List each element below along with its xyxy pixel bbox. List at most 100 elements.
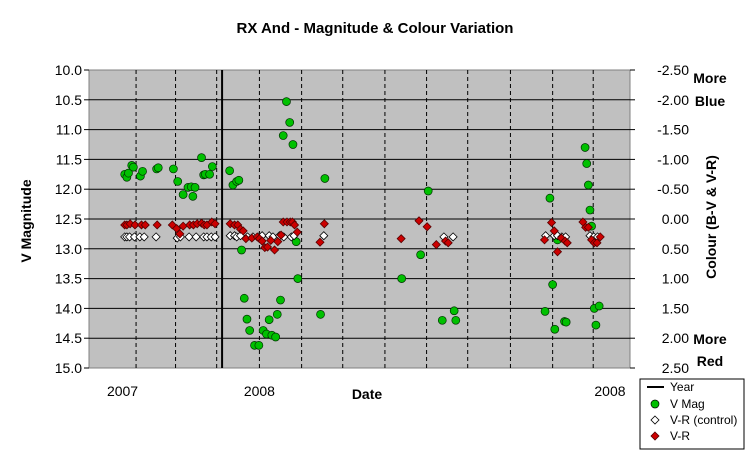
- v-r-point: [414, 216, 424, 226]
- v-r-point: [396, 234, 406, 244]
- v-r-point: [210, 219, 220, 229]
- v-r-point: [269, 245, 280, 255]
- y-tick-label: 10.0: [55, 62, 82, 78]
- v-r-point: [549, 226, 559, 236]
- x-tick-label: 2008: [594, 383, 625, 399]
- v-mag-point: [591, 320, 601, 330]
- v-mag-point: [594, 301, 604, 311]
- v-mag-point: [580, 143, 590, 152]
- v-mag-point: [190, 183, 200, 192]
- series-v-r: [120, 216, 605, 257]
- chart-title: RX And - Magnitude & Colour Variation: [237, 20, 514, 37]
- x-axis-ticks: 2007 2008 2008: [107, 383, 626, 399]
- v-mag-point: [561, 317, 571, 327]
- v-mag-point: [129, 162, 138, 172]
- y2-tick-label: 1.50: [662, 300, 689, 316]
- legend: Year V Mag V-R (control) V-R: [639, 378, 745, 450]
- y2-tick-label: -2.00: [657, 92, 689, 108]
- v-r-point: [130, 220, 140, 230]
- v-r-point: [583, 222, 593, 232]
- v-mag-point: [288, 140, 298, 149]
- v-mag-point: [225, 166, 235, 176]
- v-mag-point: [550, 324, 560, 334]
- v-r-point: [257, 236, 267, 246]
- v-mag-point: [173, 177, 183, 186]
- left-axis-ticks: 10.0 10.5 11.0 11.5 12.0 12.5 13.0 13.5 14.0 14.5…: [55, 62, 89, 376]
- v-r-point: [552, 247, 563, 257]
- v-mag-point: [188, 192, 198, 201]
- v-mag-point: [153, 163, 163, 173]
- y2-tick-label: -1.50: [657, 122, 689, 138]
- v-r-point: [276, 230, 286, 240]
- x-tick-label: 2007: [107, 383, 138, 399]
- v-mag-point: [264, 315, 274, 325]
- v-mag-point: [197, 153, 206, 162]
- v-r-point: [175, 229, 185, 239]
- legend-v-r-label: V-R: [670, 429, 690, 443]
- y-tick-label: 13.0: [55, 241, 82, 257]
- y-tick-label: 10.5: [55, 92, 82, 108]
- v-mag-point: [242, 314, 252, 324]
- annotation-more: More: [693, 331, 727, 347]
- y2-tick-label: -2.50: [657, 62, 689, 78]
- v-r-control-point: [184, 232, 194, 242]
- y2-tick-label: -0.50: [657, 181, 689, 197]
- v-r-control-point: [139, 232, 149, 242]
- v-r-point: [595, 232, 605, 242]
- v-r-point: [431, 240, 441, 250]
- annotation-more: More: [693, 70, 727, 86]
- y2-tick-label: 2.00: [662, 330, 689, 346]
- y2-tick-label: 0.50: [662, 241, 689, 257]
- v-mag-point: [178, 190, 188, 199]
- v-r-point: [152, 220, 162, 230]
- legend-v-r-swatch: [650, 431, 660, 441]
- month-gridlines: [135, 70, 594, 368]
- v-r-control-point: [319, 231, 329, 241]
- y2-tick-label: 1.00: [662, 271, 689, 287]
- v-r-point: [172, 223, 182, 234]
- v-mag-point: [293, 274, 303, 283]
- v-r-point: [266, 235, 276, 246]
- v-r-point: [539, 235, 550, 245]
- v-r-point: [319, 219, 329, 229]
- legend-v-r-control-swatch: [650, 415, 660, 425]
- right-axis-ticks: -2.50 -2.00 -1.50 -1.00 -0.50 0.00 0.50 1.00 1.5…: [630, 62, 689, 376]
- x-tick-label: 2008: [244, 383, 275, 399]
- v-mag-point: [320, 174, 330, 183]
- legend-v-r-control-label: V-R (control): [670, 413, 737, 427]
- v-r-point: [546, 218, 557, 228]
- horizontal-gridlines: [89, 99, 630, 339]
- y-tick-label: 12.5: [55, 211, 82, 227]
- v-r-point: [422, 222, 432, 232]
- legend-v-mag-label: V Mag: [670, 397, 705, 411]
- v-r-control-point: [210, 232, 220, 242]
- y2-tick-label: 0.00: [662, 211, 689, 227]
- series-v-mag: [120, 97, 604, 350]
- y-tick-label: 14.5: [55, 330, 82, 346]
- v-mag-point: [234, 175, 244, 185]
- v-mag-point: [138, 166, 147, 176]
- v-mag-point: [582, 159, 592, 168]
- y-tick-label: 12.0: [55, 181, 82, 197]
- v-mag-point: [437, 315, 447, 325]
- v-mag-point: [545, 193, 555, 203]
- x-axis-label: Date: [352, 386, 383, 402]
- v-mag-point: [278, 131, 288, 140]
- legend-year-label: Year: [670, 380, 694, 394]
- v-mag-point: [416, 250, 425, 260]
- v-mag-point: [271, 332, 280, 342]
- v-mag-point: [316, 310, 325, 319]
- v-mag-point: [449, 306, 459, 316]
- v-r-point: [238, 226, 248, 236]
- y2-tick-label: 2.50: [662, 360, 689, 376]
- v-mag-point: [254, 341, 264, 350]
- y2-tick-label: -1.00: [657, 151, 689, 167]
- v-r-point: [443, 238, 453, 248]
- v-mag-point: [237, 245, 246, 255]
- v-r-point: [290, 220, 300, 230]
- v-r-point: [315, 237, 325, 247]
- y-tick-label: 11.0: [56, 122, 82, 138]
- v-mag-point: [124, 168, 133, 178]
- v-r-point: [562, 238, 572, 248]
